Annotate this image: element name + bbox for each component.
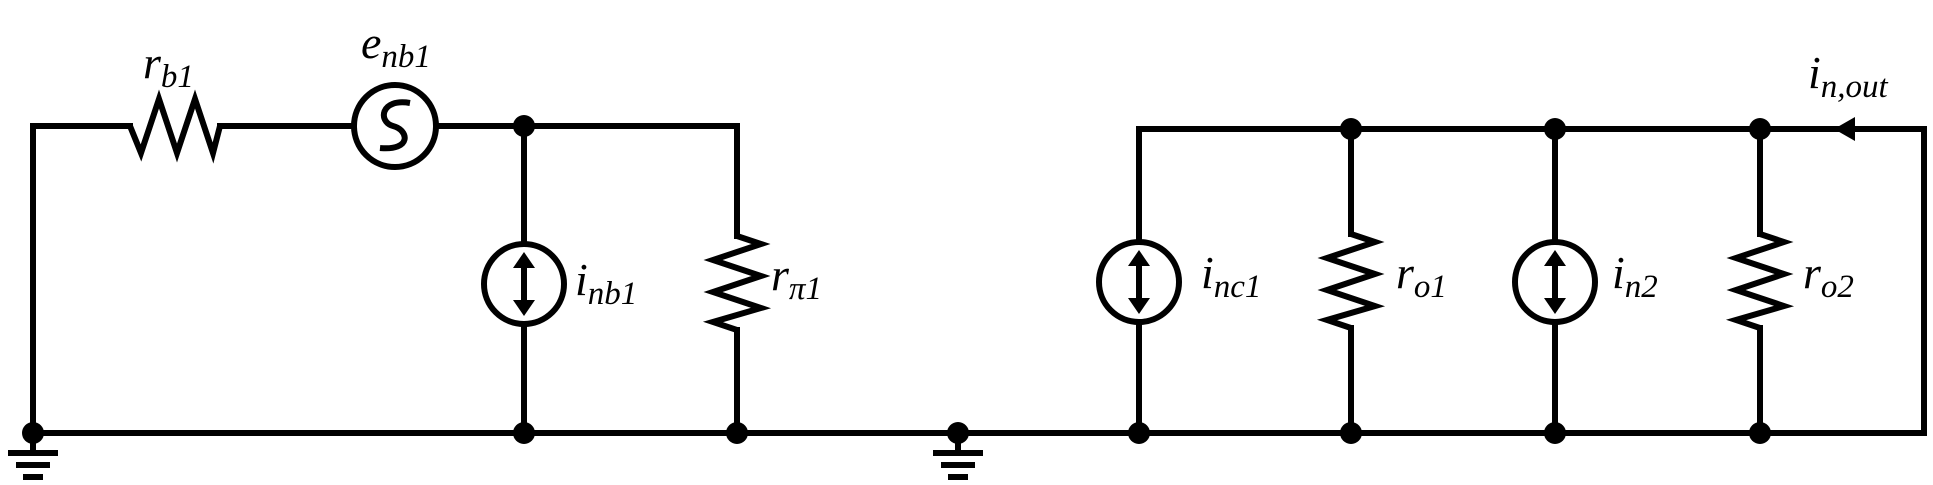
label-inb1-sub: nb1 [588, 276, 638, 312]
label-ro2: ro2 [1803, 247, 1854, 305]
label-enb1-sub: nb1 [381, 39, 431, 75]
label-ro1: ro1 [1396, 247, 1447, 305]
label-inc1: inc1 [1201, 247, 1261, 305]
input-network [8, 82, 1927, 480]
node-bottom-rpi1 [726, 422, 748, 444]
label-ro1-main: r [1396, 247, 1415, 298]
arrow-head-up [1128, 250, 1150, 266]
label-in2-main: i [1612, 247, 1625, 298]
current-source-in2 [1512, 239, 1598, 325]
voltage-source-enb1 [351, 82, 439, 170]
label-in2-sub: n2 [1625, 269, 1658, 305]
label-ro2-main: r [1803, 247, 1822, 298]
node-top-ro2 [1749, 118, 1771, 140]
label-rpi1: rπ1 [771, 249, 822, 307]
label-ro2-sub: o2 [1821, 269, 1854, 305]
ground-middle [933, 422, 983, 480]
arrow-head-up [1544, 250, 1566, 266]
label-ro1-sub: o1 [1414, 269, 1447, 305]
node-bottom-ro2 [1749, 422, 1771, 444]
arrow-head-down [513, 300, 535, 316]
resistor-ro1 [1316, 231, 1386, 331]
node-bottom-in2 [1544, 422, 1566, 444]
sine-wave-icon [379, 99, 411, 152]
node-bottom-inc1 [1128, 422, 1150, 444]
label-in2: in2 [1612, 247, 1658, 305]
node-top-ro1 [1340, 118, 1362, 140]
current-source-inb1 [481, 241, 567, 327]
label-inb1: inb1 [575, 254, 637, 312]
node-bottom-ro1 [1340, 422, 1362, 444]
label-inb1-main: i [575, 254, 588, 305]
label-inc1-sub: nc1 [1214, 269, 1262, 305]
label-inc1-main: i [1201, 247, 1214, 298]
arrow-head-down [1544, 298, 1566, 314]
output-network [1096, 117, 1927, 444]
label-inout-sub: n,out [1821, 69, 1889, 105]
arrow-head-up [513, 252, 535, 268]
component-labels: rb1 enb1 inb1 rπ1 inc1 ro1 in2 ro2 in,ou… [143, 17, 1889, 312]
label-enb1-main: e [361, 17, 381, 68]
node-bottom-inb1 [513, 422, 535, 444]
label-enb1: enb1 [361, 17, 431, 75]
resistor-ro2 [1725, 231, 1795, 331]
label-inout: in,out [1808, 47, 1889, 105]
node-top-inb1 [513, 115, 535, 137]
node-bottom-left [22, 422, 44, 444]
label-rpi1-sub: π1 [789, 271, 822, 307]
node-top-in2 [1544, 118, 1566, 140]
label-inout-main: i [1808, 47, 1821, 98]
label-rb1: rb1 [143, 37, 194, 95]
label-rb1-main: r [143, 37, 162, 88]
output-current-arrow-icon [1834, 117, 1855, 141]
resistor-rpi1 [702, 233, 772, 333]
current-source-inc1 [1096, 239, 1182, 325]
label-rpi1-main: r [771, 249, 790, 300]
resistor-rb1 [127, 89, 223, 164]
arrow-head-down [1128, 298, 1150, 314]
label-rb1-sub: b1 [161, 59, 194, 95]
